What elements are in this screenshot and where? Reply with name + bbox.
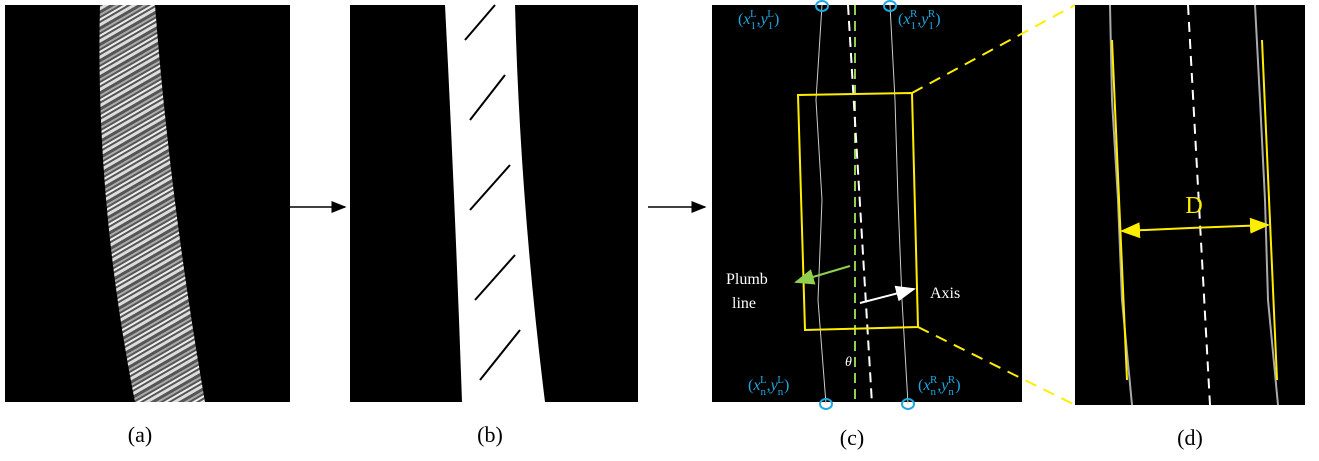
coord-part: )	[935, 11, 940, 28]
figure: Plumbline Axis θ (x1L,y1L) (x1R,y1R) (xn…	[0, 0, 1319, 456]
coord-part: 1	[768, 20, 774, 32]
panel-label: (b)	[477, 422, 503, 447]
coord-part: 1	[750, 20, 756, 32]
d-label: D	[1185, 193, 1202, 219]
coord-part: )	[774, 11, 779, 28]
panel-c	[712, 5, 1022, 402]
coord-part: )	[955, 377, 960, 394]
coord-part: )	[784, 377, 789, 394]
axis-label: Axis	[930, 285, 960, 302]
coord-part: 1	[928, 20, 934, 32]
panel-label: (a)	[128, 422, 152, 447]
theta-label: θ	[845, 355, 852, 370]
panel-label: (c)	[840, 425, 864, 450]
coord-part: n	[948, 386, 954, 398]
coord-part: n	[930, 386, 936, 398]
coord-part: n	[760, 386, 766, 398]
panel-label: (d)	[1177, 425, 1203, 450]
coord-part: 1	[910, 20, 916, 32]
coord-part: n	[778, 386, 784, 398]
